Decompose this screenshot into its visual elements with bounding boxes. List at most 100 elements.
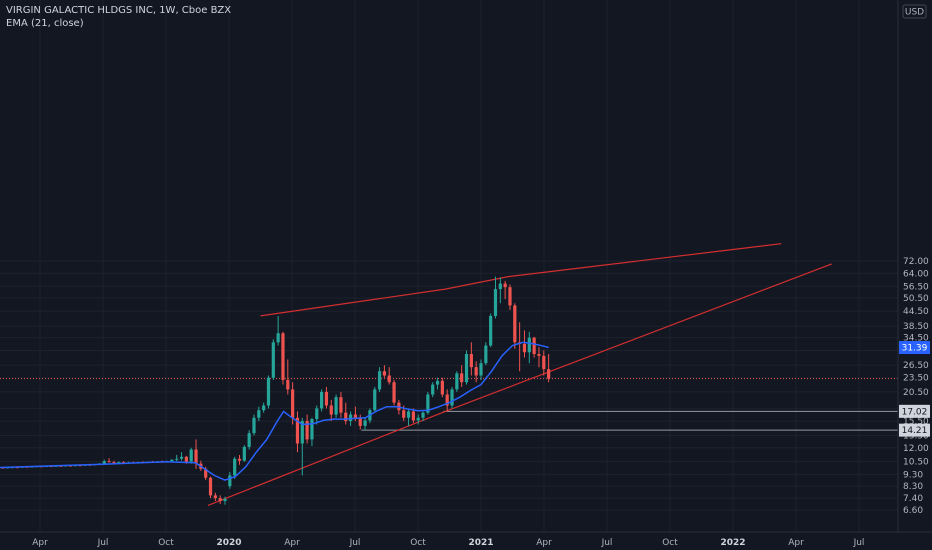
candle-body <box>489 315 493 346</box>
y-tick-label: 8.30 <box>903 482 923 492</box>
trendline-lower-support[interactable] <box>207 263 832 506</box>
horizontal-lines <box>0 378 898 431</box>
price-tag-label: 17.02 <box>902 407 928 417</box>
x-tick-label: 2022 <box>720 538 745 548</box>
candle <box>228 472 232 489</box>
candle <box>464 350 469 385</box>
y-tick-label: 56.50 <box>903 282 929 292</box>
candle-body <box>213 495 217 499</box>
candle-body <box>479 363 483 376</box>
candle-body <box>271 342 275 378</box>
candle <box>493 276 498 319</box>
candle <box>305 414 309 444</box>
price-tags: 31.39 17.02 14.21 <box>899 341 930 437</box>
candle-body <box>334 397 338 415</box>
candle <box>107 458 111 463</box>
candle-body <box>266 377 271 406</box>
candle <box>435 377 440 390</box>
candle <box>522 330 527 358</box>
candle <box>175 454 179 462</box>
candle-body <box>474 367 478 376</box>
price-tag-label: 14.21 <box>902 426 928 436</box>
candle <box>295 411 300 453</box>
candle-body <box>363 420 367 426</box>
candle-body <box>204 468 208 478</box>
candle <box>247 430 251 450</box>
candle <box>406 408 411 426</box>
candle <box>213 492 217 501</box>
y-tick-label: 26.50 <box>903 361 929 371</box>
y-tick-label: 20.50 <box>903 388 929 398</box>
candle <box>440 377 444 398</box>
candle-body <box>339 397 343 413</box>
candle <box>257 406 261 422</box>
y-tick-label: 7.40 <box>903 494 923 504</box>
candle-body <box>281 333 285 380</box>
candle <box>537 347 541 368</box>
x-tick-label: Jul <box>97 538 109 548</box>
y-tick-label: 34.50 <box>903 334 929 344</box>
candle-body <box>513 305 517 343</box>
price-tag-label: 31.39 <box>902 344 928 354</box>
candle-body <box>189 449 193 462</box>
candle <box>208 476 213 499</box>
candle-body <box>373 389 377 411</box>
candle <box>455 371 459 392</box>
axes <box>0 0 932 533</box>
trendlines[interactable] <box>207 243 832 506</box>
candle <box>218 495 222 504</box>
candle-body <box>508 287 512 306</box>
ema-line-layer <box>0 341 549 481</box>
indicator-legend[interactable]: EMA (21, close) <box>6 18 84 29</box>
price-tag-level: 17.02 <box>899 404 930 418</box>
candle <box>334 394 338 418</box>
candle <box>363 417 367 431</box>
candle-body <box>295 417 300 444</box>
candle-body <box>402 410 406 418</box>
candle-body <box>387 375 391 383</box>
candle <box>286 359 290 395</box>
candle <box>421 411 425 422</box>
candle-body <box>252 417 256 434</box>
y-tick-label: 9.30 <box>903 470 923 480</box>
candle-body <box>493 289 498 316</box>
candle-body <box>392 382 396 403</box>
candle-body <box>305 421 309 440</box>
candle-body <box>377 371 382 390</box>
candle-body <box>218 498 222 501</box>
candle-body <box>170 459 174 462</box>
x-tick-label: 2020 <box>216 538 241 548</box>
y-tick-label: 72.00 <box>903 257 929 267</box>
candle <box>329 399 333 422</box>
trendline-upper-channel[interactable] <box>260 243 782 317</box>
x-axis-labels: Apr Jul Oct 2020 Apr Jul Oct 2021 Apr Jul Oct 2022 A… <box>32 538 864 548</box>
candle-body <box>469 353 473 368</box>
candle <box>532 336 536 358</box>
candle <box>426 391 430 415</box>
candle-body <box>382 371 386 376</box>
y-tick-label: 23.50 <box>903 374 929 384</box>
candle <box>547 353 551 383</box>
candle <box>271 339 275 380</box>
candle <box>450 386 454 409</box>
candle <box>503 280 507 300</box>
candle-body <box>416 417 420 421</box>
price-tag-box <box>899 423 930 437</box>
candle-body <box>291 389 295 418</box>
candle-body <box>247 433 251 447</box>
y-tick-label: 10.50 <box>903 458 929 468</box>
candle <box>387 367 391 385</box>
candle-body <box>426 394 430 413</box>
candle-body <box>257 410 261 418</box>
candle <box>189 447 193 464</box>
y-tick-label: 38.50 <box>903 322 929 332</box>
candle-body <box>184 456 188 462</box>
currency-badge[interactable]: USD <box>902 4 927 19</box>
price-tag-box <box>899 404 930 418</box>
y-tick-label: 12.00 <box>903 444 929 454</box>
candle-body <box>117 462 121 464</box>
candle <box>179 452 184 461</box>
candle-body <box>455 373 459 390</box>
candle <box>252 414 256 436</box>
